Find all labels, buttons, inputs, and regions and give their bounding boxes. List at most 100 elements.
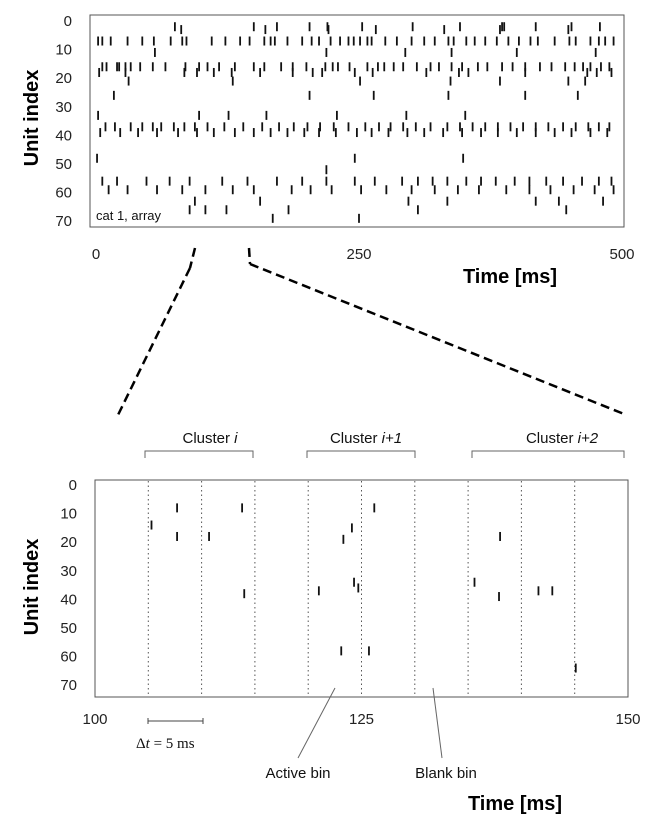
spike-mark <box>336 110 338 120</box>
spike-mark <box>221 176 224 186</box>
spike-mark <box>126 36 129 46</box>
spike-mark <box>353 153 356 163</box>
spike-mark <box>206 122 209 132</box>
spike-mark <box>574 122 577 132</box>
spike-mark <box>141 122 144 132</box>
spike-mark <box>589 62 592 72</box>
zoom-line-left-b <box>116 267 192 416</box>
spike-mark <box>597 176 600 186</box>
bottom-y-tick-60: 60 <box>60 649 77 666</box>
spike-mark <box>351 523 353 533</box>
spike-mark <box>319 122 321 132</box>
spike-mark <box>572 185 575 195</box>
spike-mark <box>494 176 497 186</box>
bottom-x-tick-150: 150 <box>615 711 640 728</box>
spike-mark <box>160 122 163 132</box>
spike-mark <box>334 128 337 138</box>
spike-mark <box>212 67 215 77</box>
spike-mark <box>417 205 419 215</box>
bottom-y-axis-label: Unit index <box>21 539 43 636</box>
spike-mark <box>524 67 527 77</box>
spike-mark <box>96 153 98 163</box>
spike-mark <box>308 22 311 32</box>
spike-mark <box>259 67 262 77</box>
spike-mark <box>385 185 388 195</box>
spike-mark <box>450 62 453 72</box>
spike-mark <box>534 22 537 32</box>
spike-mark <box>324 62 327 72</box>
top-plot-area <box>89 14 625 228</box>
spike-mark <box>196 128 198 138</box>
top-x-axis-label: Time [ms] <box>463 266 557 288</box>
spike-mark <box>127 76 130 86</box>
spike-mark <box>459 122 461 132</box>
spike-mark <box>308 90 311 100</box>
active-bin-pointer <box>297 687 336 759</box>
spike-mark <box>515 128 518 138</box>
spike-mark <box>484 122 487 132</box>
spike-mark <box>359 76 361 86</box>
bottom-x-axis-label: Time [ms] <box>468 793 562 815</box>
spike-mark <box>511 62 514 72</box>
spike-mark <box>188 176 191 186</box>
spike-mark <box>151 122 154 132</box>
zoom-line-right-b <box>249 262 625 416</box>
spike-mark <box>405 110 408 120</box>
spike-mark <box>101 62 104 72</box>
spike-mark <box>286 36 289 46</box>
spike-mark <box>357 583 360 593</box>
spike-mark <box>119 128 122 138</box>
spike-mark <box>410 185 413 195</box>
spike-mark <box>562 176 564 186</box>
spike-mark <box>233 62 236 72</box>
cluster-brackets: Cluster i Cluster i+1 Cluster i+2 <box>144 430 625 458</box>
spike-mark <box>414 122 417 132</box>
spike-mark <box>174 22 176 32</box>
spike-mark <box>223 122 226 132</box>
cluster-label-3: Cluster i+2 <box>526 430 599 447</box>
top-y-tick-0: 0 <box>64 13 72 30</box>
spike-mark <box>101 176 104 186</box>
spike-mark <box>423 36 426 46</box>
spike-mark <box>431 176 434 186</box>
spike-mark <box>269 36 272 46</box>
spike-mark <box>539 62 541 72</box>
spike-mark <box>495 36 498 46</box>
spike-mark <box>471 122 474 132</box>
spike-mark <box>332 122 335 132</box>
spike-mark <box>126 185 129 195</box>
spike-mark <box>562 122 564 132</box>
spike-mark <box>303 128 306 138</box>
spike-mark <box>473 36 476 46</box>
top-y-tick-30: 30 <box>55 99 72 116</box>
spike-mark <box>372 90 375 100</box>
spike-mark <box>498 592 500 602</box>
spike-mark <box>124 67 127 77</box>
spike-mark <box>366 62 369 72</box>
top-y-tick-50: 50 <box>55 156 72 173</box>
spike-mark <box>373 503 376 513</box>
spike-mark <box>462 153 465 163</box>
bottom-y-tick-40: 40 <box>60 591 77 608</box>
spike-mark <box>309 185 312 195</box>
spike-mark <box>104 122 107 132</box>
cluster-label-1: Cluster i <box>182 430 238 447</box>
spike-mark <box>246 176 249 186</box>
spike-mark <box>423 128 426 138</box>
spike-mark <box>172 122 175 132</box>
top-y-tick-20: 20 <box>55 70 72 87</box>
top-y-tick-10: 10 <box>55 42 72 59</box>
spike-mark <box>152 36 155 46</box>
spike-mark <box>589 128 592 138</box>
spike-mark <box>116 62 118 72</box>
spike-mark <box>97 36 100 46</box>
spike-mark <box>306 122 309 132</box>
spike-mark <box>252 128 255 138</box>
spike-mark <box>331 62 334 72</box>
spike-mark <box>415 62 418 72</box>
spike-mark <box>534 128 537 138</box>
spike-mark <box>137 128 139 138</box>
spike-mark <box>433 36 436 46</box>
spike-mark <box>383 62 386 72</box>
spike-mark <box>545 176 548 186</box>
